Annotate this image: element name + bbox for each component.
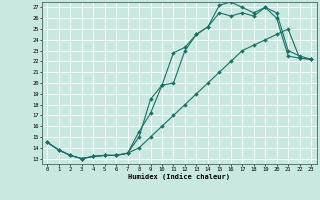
X-axis label: Humidex (Indice chaleur): Humidex (Indice chaleur)	[128, 173, 230, 180]
